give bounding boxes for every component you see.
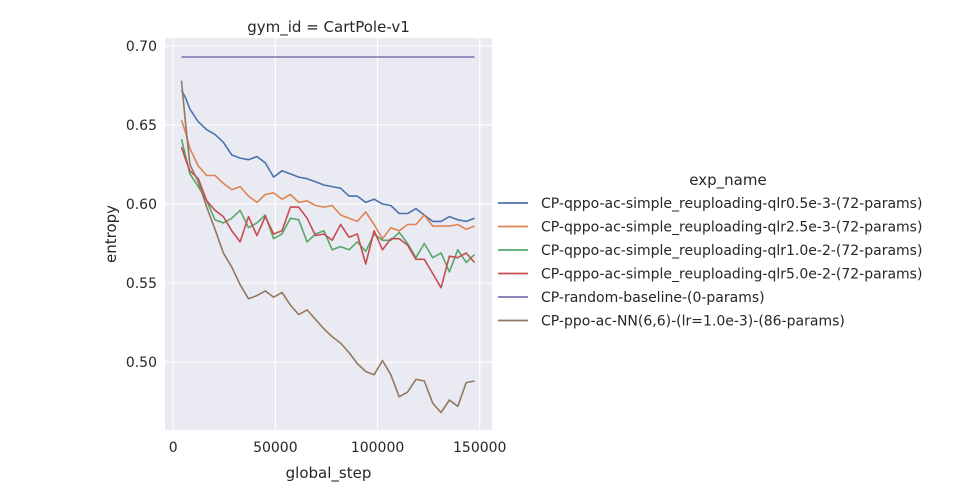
grid: [165, 38, 492, 430]
plot-background: [165, 38, 492, 430]
x-tick-label: 100000: [351, 440, 404, 456]
y-axis-label: entropy: [102, 205, 120, 263]
y-tick-label: 0.70: [126, 39, 157, 55]
y-tick-label: 0.65: [126, 118, 157, 134]
series-lines: [180, 56, 476, 414]
x-tick-label: 50000: [253, 440, 298, 456]
y-tick-label: 0.60: [126, 197, 157, 213]
chart-title: gym_id = CartPole-v1: [247, 18, 410, 37]
series-line-1: [180, 119, 475, 240]
y-tick-label: 0.55: [126, 276, 157, 292]
legend-entry: CP-qppo-ac-simple_reuploading-qlr1.0e-2-…: [541, 243, 922, 259]
x-axis-label: global_step: [286, 464, 372, 483]
x-tick-label: 150000: [453, 440, 506, 456]
y-tick-labels: 0.50 0.55 0.60 0.65 0.70: [126, 39, 157, 371]
series-line-3: [180, 146, 476, 289]
y-tick-label: 0.50: [126, 355, 157, 371]
x-tick-label: 0: [169, 440, 178, 456]
legend-entry: CP-qppo-ac-simple_reuploading-qlr2.5e-3-…: [541, 220, 922, 236]
legend-entry: CP-random-baseline-(0-params): [541, 290, 765, 306]
legend-entry: CP-qppo-ac-simple_reuploading-qlr5.0e-2-…: [541, 267, 922, 283]
series-line-2: [180, 139, 476, 273]
legend-entry: CP-qppo-ac-simple_reuploading-qlr0.5e-3-…: [541, 196, 922, 212]
legend-title: exp_name: [689, 171, 766, 190]
legend-entry: CP-ppo-ac-NN(6,6)-(lr=1.0e-3)-(86-params…: [541, 314, 845, 330]
x-tick-labels: 0 50000 100000 150000: [169, 440, 507, 456]
legend: exp_name CP-qppo-ac-simple_reuploading-q…: [498, 171, 922, 330]
series-line-5: [180, 80, 475, 414]
